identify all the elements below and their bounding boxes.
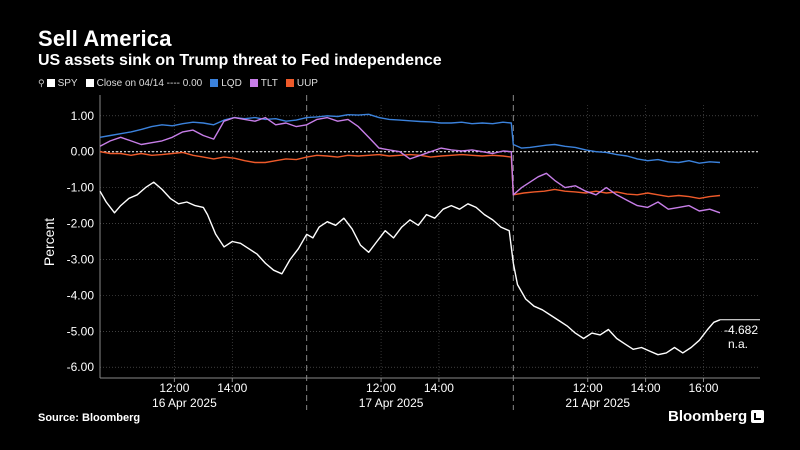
legend-item-uup[interactable]: UUP	[285, 77, 318, 89]
y-tick-label: -4.00	[67, 288, 95, 302]
y-tick-label: -1.00	[67, 181, 95, 195]
y-tick-label: -3.00	[67, 252, 95, 266]
x-tick-label: 14:00	[631, 381, 661, 395]
x-tick-label: 12:00	[573, 381, 603, 395]
legend: ⚲ SPY Close on 04/14 ---- 0.00 LQD TLT U…	[38, 76, 326, 90]
brand-name: Bloomberg	[668, 408, 748, 425]
x-tick-label: 14:00	[424, 381, 454, 395]
legend-swatch-tlt	[249, 79, 258, 87]
x-tick-label: 14:00	[217, 381, 247, 395]
legend-label-close-ref: Close on 04/14 ---- 0.00	[96, 77, 203, 89]
y-tick-label: -5.00	[67, 324, 95, 338]
legend-item-lqd[interactable]: LQD	[210, 78, 242, 89]
x-date-label: 21 Apr 2025	[565, 396, 630, 410]
x-tick-label: 16:00	[688, 381, 718, 395]
legend-label-spy: SPY	[57, 77, 78, 89]
y-tick-label: -6.00	[67, 360, 95, 374]
x-date-label: 16 Apr 2025	[152, 396, 217, 410]
legend-label-tlt: TLT	[260, 77, 278, 89]
x-tick-label: 12:00	[366, 381, 396, 395]
legend-label-uup: UUP	[296, 77, 318, 89]
last-value-sublabel: n.a.	[728, 337, 748, 351]
chart-subtitle: US assets sink on Trump threat to Fed in…	[38, 52, 442, 69]
legend-label-lqd: LQD	[221, 77, 242, 89]
legend-swatch-uup	[285, 79, 294, 87]
legend-swatch-lqd	[210, 79, 219, 87]
brand-logo: Bloomberg	[668, 408, 765, 425]
series-line-lqd	[99, 113, 721, 164]
legend-item-close-ref[interactable]: Close on 04/14 ---- 0.00	[85, 77, 203, 89]
series-line-tlt	[99, 116, 721, 214]
x-date-label: 17 Apr 2025	[359, 396, 424, 410]
pin-icon: ⚲	[38, 77, 45, 88]
legend-swatch-close-ref	[85, 79, 94, 87]
series-line-spy	[99, 181, 721, 356]
source-note: Source: Bloomberg	[38, 412, 141, 424]
x-tick-label: 12:00	[159, 381, 189, 395]
legend-item-tlt[interactable]: TLT	[249, 77, 278, 89]
y-tick-label: -2.00	[67, 217, 95, 231]
legend-swatch-spy	[46, 79, 55, 87]
series-line-uup	[99, 151, 721, 200]
last-value-label: -4.682	[724, 323, 758, 337]
y-axis-label: Percent	[41, 218, 57, 266]
y-tick-label: 0.00	[71, 145, 95, 159]
chart-title: Sell America	[38, 26, 172, 51]
legend-item-spy[interactable]: ⚲ SPY	[38, 78, 78, 89]
bloomberg-mark-icon	[751, 410, 765, 423]
y-tick-label: 1.00	[71, 109, 95, 123]
